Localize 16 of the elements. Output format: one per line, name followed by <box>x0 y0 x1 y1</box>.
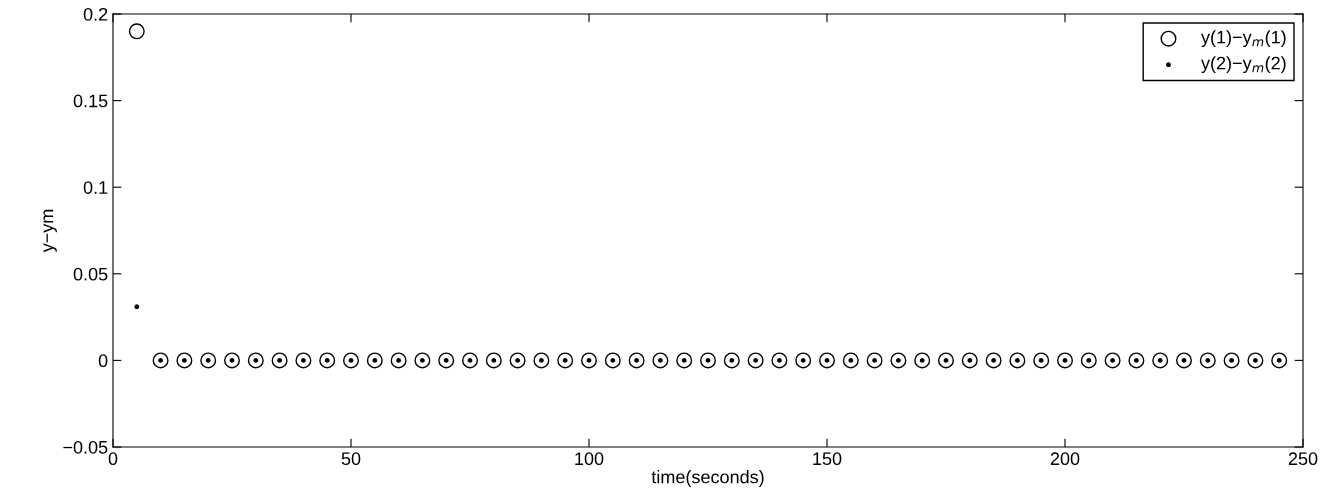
legend-label: y(2)−y$_{m}$(2) <box>1201 56 1286 74</box>
x-tick-label: 250 <box>1288 452 1318 466</box>
x-tick-label: 0 <box>108 452 118 466</box>
x-axis-title: time(seconds) <box>651 470 764 487</box>
y-tick-label: 0.15 <box>73 94 108 108</box>
x-tick-label: 50 <box>341 452 361 466</box>
legend-label: y(1)−y$_{m}$(1) <box>1201 30 1286 48</box>
x-tick-label: 200 <box>1050 452 1080 466</box>
x-tick-label: 150 <box>813 452 842 466</box>
y-axis-title: y−ym <box>43 209 57 253</box>
y-tick-label: 0 <box>98 354 108 368</box>
y-tick-label: 0.2 <box>83 7 108 21</box>
y-tick-label: −0.05 <box>63 440 108 454</box>
y-tick-label: 0.1 <box>83 181 108 194</box>
x-tick-label: 100 <box>575 452 604 466</box>
y-tick-label: 0.05 <box>73 267 108 281</box>
